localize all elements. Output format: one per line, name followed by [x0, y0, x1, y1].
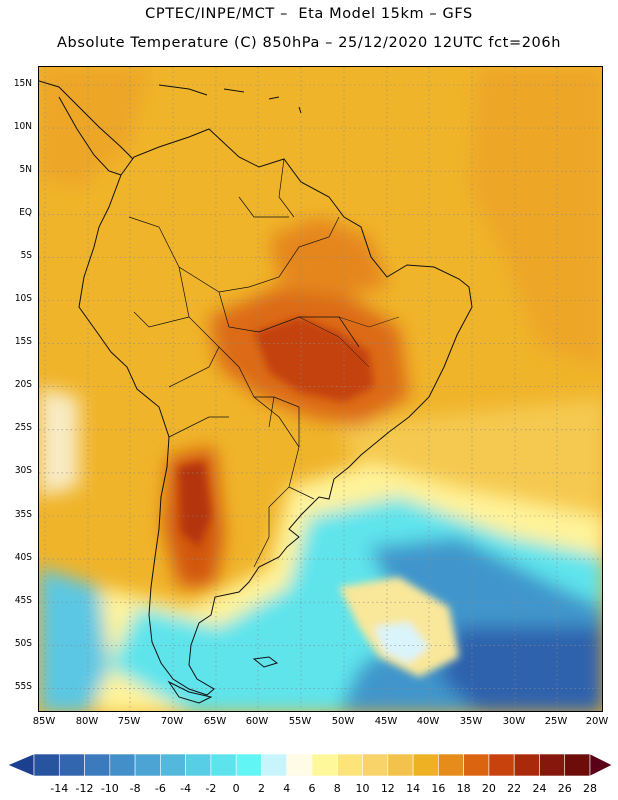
- colorbar-cell: [463, 753, 490, 777]
- colorbar-label: 12: [380, 782, 395, 795]
- colorbar-label: -4: [180, 782, 192, 795]
- colorbar-label: 10: [355, 782, 370, 795]
- lat-label-10s: 10S: [14, 293, 32, 304]
- colorbar-label: -12: [75, 782, 94, 795]
- lon-label-50w: 50W: [331, 716, 355, 727]
- colorbar-cell: [235, 753, 262, 777]
- map-panel: [38, 66, 603, 712]
- lat-label-10n: 10N: [13, 121, 32, 132]
- central-america-coastline: [39, 80, 134, 176]
- temperature-colorbar: [7, 753, 613, 777]
- lat-label-eq: EQ: [19, 207, 32, 218]
- colorbar-cell: [362, 753, 389, 777]
- lon-label-45w: 45W: [374, 716, 398, 727]
- colorbar-label: 0: [232, 782, 240, 795]
- colorbar-cell: [58, 753, 85, 777]
- colorbar-cell: [84, 753, 111, 777]
- colorbar-cell: [286, 753, 313, 777]
- colorbar-cell: [336, 753, 363, 777]
- lat-label-25s: 25S: [14, 422, 32, 433]
- temperature-zone-north-pacific: [39, 67, 149, 187]
- lat-label-15n: 15N: [13, 78, 32, 89]
- colorbar-arrow-high: [589, 753, 613, 777]
- colorbar-label: 4: [283, 782, 291, 795]
- lon-label-75w: 75W: [117, 716, 141, 727]
- colorbar-label: 28: [583, 782, 597, 795]
- colorbar-label: 22: [507, 782, 522, 795]
- colorbar-label: 24: [532, 782, 547, 795]
- lon-label-80w: 80W: [75, 716, 99, 727]
- colorbar-cell: [539, 753, 566, 777]
- colorbar-cell: [160, 753, 186, 777]
- lon-label-20w: 20W: [585, 716, 609, 727]
- lon-label-85w: 85W: [32, 716, 56, 727]
- temperature-zone-south-atlantic: [339, 397, 602, 537]
- lat-label-30s: 30S: [14, 465, 32, 476]
- temperature-zone-warm-tongue-core: [374, 622, 429, 663]
- interior-rivers: [298, 316, 400, 368]
- colorbar-cell: [261, 753, 288, 777]
- temperature-zone-atlantic-warm: [469, 67, 602, 367]
- colorbar-cell: [210, 753, 237, 777]
- colorbar-cell: [109, 753, 136, 777]
- colorbar-cell: [438, 753, 464, 777]
- caribbean-islands: [158, 84, 302, 114]
- colorbar-label: 6: [308, 782, 316, 795]
- lat-label-35s: 35S: [14, 509, 32, 520]
- colorbar-label: -8: [129, 782, 141, 795]
- colorbar-label: -2: [205, 782, 217, 795]
- lon-label-55w: 55W: [288, 716, 312, 727]
- colorbar-label: 26: [557, 782, 572, 795]
- colorbar-cell: [387, 753, 414, 777]
- lat-label-40s: 40S: [14, 552, 32, 563]
- temperature-zone-hot-north: [269, 217, 389, 297]
- colorbar-cell: [488, 753, 515, 777]
- lon-label-70w: 70W: [160, 716, 184, 727]
- title-line-2: Absolute Temperature (C) 850hPa – 25/12/…: [57, 35, 561, 51]
- colorbar-label: 18: [456, 782, 471, 795]
- colorbar-arrow-low: [7, 753, 35, 777]
- lat-label-5n: 5N: [19, 164, 32, 175]
- coastlines: [39, 80, 473, 704]
- temperature-zone-hottest-2: [179, 462, 211, 547]
- national-borders: [128, 158, 360, 568]
- temperature-zone-cold-3: [439, 627, 602, 711]
- lat-label-20s: 20S: [14, 379, 32, 390]
- colorbar-label: 14: [406, 782, 421, 795]
- lon-label-60w: 60W: [245, 716, 269, 727]
- lat-label-45s: 45S: [14, 595, 32, 606]
- lon-label-40w: 40W: [416, 716, 440, 727]
- title-line-1: CPTEC/INPE/MCT – Eta Model 15km – GFS: [145, 6, 473, 22]
- lat-label-15s: 15S: [14, 336, 32, 347]
- lat-label-55s: 55S: [14, 681, 32, 692]
- falkland-islands: [252, 656, 279, 668]
- colorbar-cell: [134, 753, 161, 777]
- colorbar-label: -14: [50, 782, 69, 795]
- tierra-del-fuego: [167, 680, 213, 704]
- lon-label-35w: 35W: [459, 716, 483, 727]
- colorbar-label: 2: [257, 782, 265, 795]
- temperature-zone-cold-pacific: [39, 567, 109, 711]
- colorbar-cell: [412, 753, 439, 777]
- lon-label-30w: 30W: [502, 716, 526, 727]
- colorbar-label: -10: [100, 782, 119, 795]
- temperature-map: [39, 67, 602, 711]
- colorbar-cell: [513, 753, 540, 777]
- colorbar-cell: [33, 753, 60, 777]
- lat-label-5s: 5S: [20, 250, 32, 261]
- colorbar-cell: [311, 753, 338, 777]
- colorbar-label: -6: [154, 782, 166, 795]
- colorbar-label: 8: [333, 782, 341, 795]
- lon-label-65w: 65W: [203, 716, 227, 727]
- colorbar-cell: [564, 753, 591, 777]
- colorbar-label: 20: [481, 782, 496, 795]
- temperature-zone-warm-east-pacific: [39, 387, 79, 497]
- lon-label-25w: 25W: [544, 716, 568, 727]
- lat-label-50s: 50S: [14, 638, 32, 649]
- colorbar-cell: [185, 753, 212, 777]
- colorbar-label: 16: [431, 782, 446, 795]
